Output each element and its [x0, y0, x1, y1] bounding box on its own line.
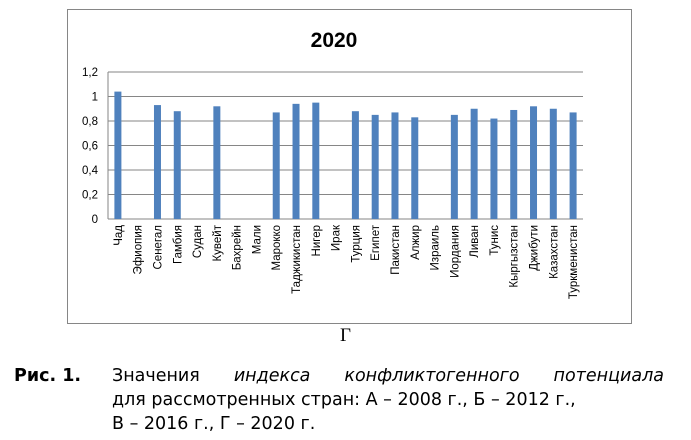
x-tick-label: Гамбия: [172, 225, 184, 264]
x-tick-label: Бахрейн: [232, 225, 244, 270]
chart-title: 2020: [311, 29, 358, 52]
x-tick-label: Казахстан: [548, 225, 560, 279]
x-tick-label: Кыргызстан: [509, 225, 521, 288]
bar: [391, 112, 399, 219]
caption-word: Значения: [112, 366, 200, 386]
bar: [530, 106, 538, 219]
caption-italic-word: индекса: [233, 366, 311, 386]
bar: [490, 118, 498, 219]
x-tick-label: Ливан: [469, 225, 481, 258]
bar: [114, 91, 122, 219]
x-tick-label: Нигер: [311, 225, 323, 256]
y-tick-label: 1,2: [82, 67, 98, 79]
x-tick-label: Судан: [192, 225, 204, 258]
x-tick-label: Израиль: [430, 225, 442, 270]
y-tick-label: 0: [92, 214, 98, 226]
bar: [153, 105, 161, 219]
bar-chart: 2020 0 0,2 0,4 0,6 0,8 1 1,2 Чад Эфиопия Сенегал Га…: [82, 29, 583, 299]
x-tick-label: Сенегал: [152, 225, 164, 270]
y-tick-label: 1: [92, 92, 98, 104]
x-tick-label: Таджикистан: [291, 225, 303, 294]
caption-prefix: Рис. 1.: [14, 366, 82, 386]
y-tick-label: 0,2: [82, 190, 98, 202]
x-tick-label: Египет: [370, 224, 382, 261]
x-tick-label: Кувейт: [212, 224, 224, 261]
x-tick-label: Пакистан: [390, 225, 402, 275]
bar: [213, 106, 221, 219]
x-tick-label: Туркменистан: [568, 225, 580, 299]
caption-line-2: для рассмотренных стран: А – 2008 г., Б …: [112, 390, 576, 410]
chart-area: 2020 0 0,2 0,4 0,6 0,8 1 1,2 Чад Эфиопия Сенегал Га…: [67, 9, 632, 324]
bar: [470, 108, 478, 219]
y-tick-label: 0,8: [82, 116, 98, 128]
x-tick-label: Иордания: [449, 225, 461, 278]
y-tick-label: 0,6: [82, 141, 98, 153]
panel-label: Г: [340, 325, 351, 346]
x-tick-label: Чад: [113, 225, 125, 246]
caption-italic-word: конфликтогенного: [344, 366, 520, 386]
bar: [569, 112, 577, 219]
y-tick-label: 0,4: [82, 165, 99, 177]
bar: [312, 102, 320, 219]
caption-italic-word: потенциала: [553, 366, 664, 386]
bar: [371, 114, 379, 219]
x-tick-label: Эфиопия: [133, 225, 145, 274]
x-tick-label: Турция: [350, 225, 362, 263]
x-tick-label: Тунис: [489, 225, 501, 256]
x-tick-label: Ирак: [331, 224, 343, 251]
bar: [549, 108, 557, 219]
bar: [173, 111, 181, 219]
bar: [411, 117, 419, 219]
bar: [272, 112, 280, 219]
x-tick-label: Марокко: [271, 225, 283, 270]
bar: [292, 103, 300, 219]
bar: [510, 109, 518, 219]
x-tick-label: Мали: [251, 225, 263, 254]
bar: [450, 114, 458, 219]
x-tick-label: Алжир: [410, 225, 422, 260]
x-tick-label: Джибути: [529, 225, 541, 271]
figure-caption: Рис. 1. Значения индекса конфликтогенног…: [14, 364, 664, 436]
bar: [351, 111, 359, 219]
caption-line-3: В – 2016 г., Г – 2020 г.: [112, 414, 316, 434]
